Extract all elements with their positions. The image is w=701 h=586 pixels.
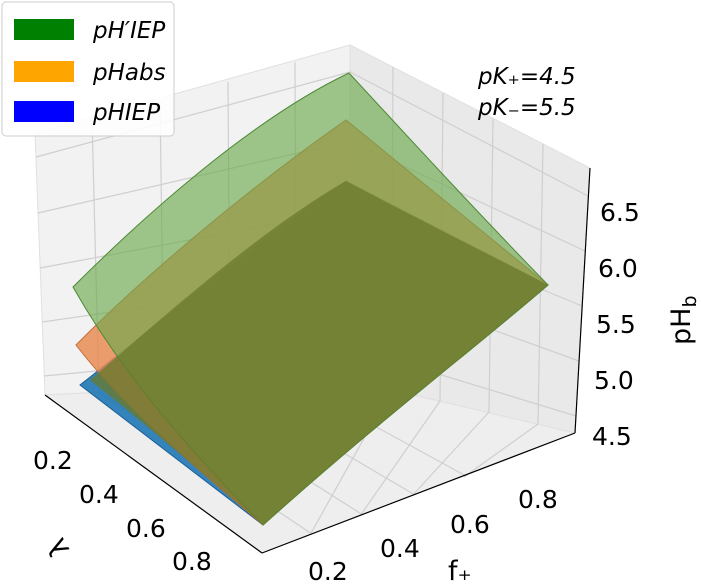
y-tick: 0.4 [79, 480, 119, 509]
z-tick: 5.5 [596, 310, 636, 339]
pk-annotations: pK₊=4.5 pK₋=5.5 [477, 64, 576, 121]
legend-swatch-ph-abs [14, 61, 74, 82]
z-axis: 6.5 6.0 5.5 5.0 4.5 pHb [574, 167, 701, 451]
x-tick: 0.2 [308, 557, 348, 586]
legend-label-ph-iep: pHIEP [92, 100, 160, 126]
legend-swatch-ph-iep-prime [14, 19, 74, 40]
surface-overlap [90, 181, 548, 525]
x-axis: 0.2 0.4 0.6 0.8 f₊ [261, 432, 576, 586]
y-tick: 0.6 [126, 514, 166, 543]
legend-label-ph-iep-prime: pH′IEP [92, 18, 165, 44]
annotation-pk-plus: pK₊=4.5 [477, 64, 576, 90]
z-tick: 6.5 [600, 198, 640, 227]
legend-swatch-ph-iep [14, 101, 74, 122]
legend: pH′IEP pHabs pHIEP [1, 1, 175, 137]
annotation-pk-minus: pK₋=5.5 [477, 95, 576, 121]
x-tick: 0.4 [380, 534, 420, 563]
z-axis-label: pHb [666, 295, 701, 345]
legend-label-ph-abs: pHabs [92, 60, 166, 86]
y-axis: 0.2 0.4 0.6 0.8 λ [33, 394, 263, 576]
x-tick: 0.6 [450, 510, 490, 539]
z-tick: 4.5 [592, 422, 632, 451]
x-axis-label: f₊ [448, 556, 472, 586]
z-tick: 5.0 [594, 366, 634, 395]
y-tick: 0.8 [172, 547, 212, 576]
x-tick: 0.8 [518, 485, 558, 514]
surfaces [72, 72, 549, 526]
y-tick: 0.2 [33, 446, 73, 475]
z-tick: 6.0 [598, 254, 638, 283]
y-axis-label: λ [41, 533, 76, 562]
